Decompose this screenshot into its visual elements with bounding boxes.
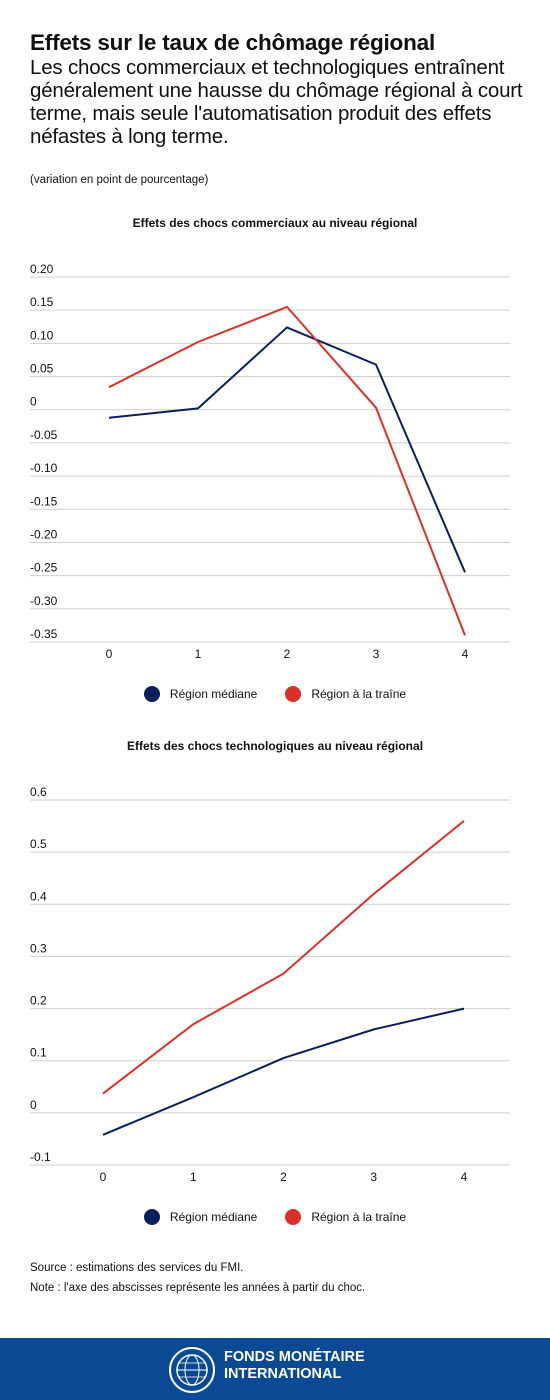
y-tick-label: 0 [30, 1098, 37, 1112]
y-tick-label: 0.05 [30, 362, 54, 376]
series-line-median [102, 1007, 465, 1136]
x-tick-label: 4 [462, 647, 469, 661]
legend-label-lagging: Région à la traîne [311, 1210, 407, 1224]
legend-dot-lagging [285, 686, 302, 702]
y-tick-label: 0.1 [30, 1046, 47, 1060]
y-tick-label: 0.5 [30, 837, 47, 851]
y-tick-label: 0.6 [30, 785, 47, 799]
y-tick-label: -0.15 [30, 494, 58, 508]
x-tick-label: 3 [370, 1170, 377, 1184]
chart-title: Effets des chocs commerciaux au niveau r… [132, 216, 418, 230]
y-tick-label: -0.30 [30, 594, 58, 608]
series-line-median [108, 326, 466, 573]
y-tick-label: -0.25 [30, 561, 58, 575]
page-subtitle: Les chocs commerciaux et technologiques … [30, 56, 523, 148]
units-note: (variation en point de pourcentage) [30, 174, 209, 186]
legend-item-median: Région médiane [143, 1209, 258, 1225]
x-tick-label: 2 [280, 1170, 287, 1184]
x-tick-label: 1 [190, 1170, 197, 1184]
legend-dot-median [143, 1209, 160, 1225]
legend-label-median: Région médiane [169, 687, 258, 701]
y-tick-label: -0.1 [30, 1150, 51, 1164]
axis-note: Note : l'axe des abscisses représente le… [30, 1282, 366, 1294]
x-tick-label: 3 [373, 647, 380, 661]
org-name-line2: INTERNATIONAL [224, 1366, 342, 1382]
trade-shock-chart: Effets des chocs commerciaux au niveau r… [0, 216, 550, 706]
y-tick-label: 0.4 [30, 889, 47, 903]
x-tick-label: 0 [100, 1170, 107, 1184]
org-name: FONDS MONÉTAIRE INTERNATIONAL [224, 1349, 365, 1383]
legend-label-median: Région médiane [169, 1210, 258, 1224]
footer-bar: FONDS MONÉTAIRE INTERNATIONAL [0, 1338, 550, 1400]
series-line-lagging [102, 820, 465, 1095]
legend-dot-lagging [285, 1209, 302, 1225]
chart-legend: Région médiane Région à la traîne [0, 1209, 550, 1225]
y-tick-label: 0.2 [30, 994, 47, 1008]
y-tick-label: 0 [30, 395, 37, 409]
chart-legend: Région médiane Région à la traîne [0, 686, 550, 702]
x-tick-label: 0 [106, 647, 113, 661]
y-tick-label: -0.10 [30, 461, 58, 475]
legend-item-lagging: Région à la traîne [285, 1209, 406, 1225]
series-line-lagging [108, 305, 466, 636]
page-title: Effets sur le taux de chômage régional [30, 30, 436, 55]
x-tick-label: 2 [284, 647, 291, 661]
org-name-line1: FONDS MONÉTAIRE [224, 1349, 365, 1365]
imf-seal-logo [169, 1347, 215, 1393]
y-tick-label: -0.35 [30, 627, 58, 641]
legend-item-lagging: Région à la traîne [285, 686, 406, 702]
source-note: Source : estimations des services du FMI… [30, 1262, 244, 1274]
y-tick-label: 0.3 [30, 941, 47, 955]
legend-dot-median [143, 686, 160, 702]
trade-shock-plot: 0.20 0.15 0.10 0.05 0 -0.05 -0.10 -0.15 -0.20 -0.… [30, 262, 510, 661]
legend-item-median: Région médiane [143, 686, 258, 702]
tech-shock-chart: Effets des chocs technologiques au nivea… [0, 739, 550, 1229]
x-tick-label: 1 [195, 647, 202, 661]
chart-title: Effets des chocs technologiques au nivea… [126, 739, 424, 753]
x-tick-label: 4 [461, 1170, 468, 1184]
y-tick-label: -0.05 [30, 428, 58, 442]
legend-label-lagging: Région à la traîne [311, 687, 407, 701]
y-tick-label: 0.20 [30, 262, 54, 276]
y-tick-label: 0.10 [30, 328, 54, 342]
y-tick-label: -0.20 [30, 527, 58, 541]
y-tick-label: 0.15 [30, 295, 54, 309]
tech-shock-plot: 0.6 0.5 0.4 0.3 0.2 0.1 0 -0.1 0 1 2 3 4 [30, 785, 510, 1184]
